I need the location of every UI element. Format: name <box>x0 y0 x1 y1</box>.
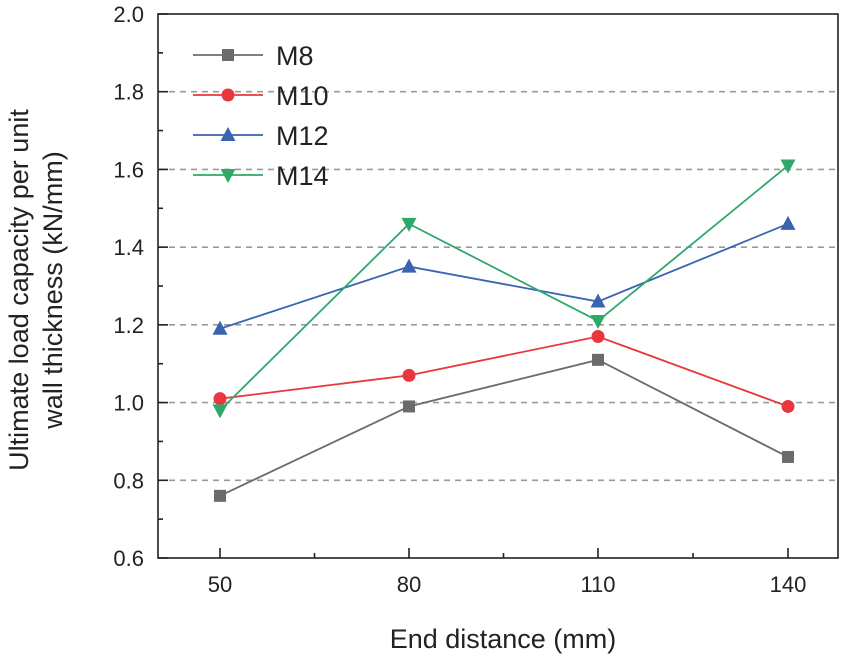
legend-label-m8: M8 <box>276 41 314 71</box>
series-group <box>212 159 796 502</box>
data-point-m14 <box>401 217 417 232</box>
data-point-m10 <box>402 368 416 382</box>
x-tick-label: 110 <box>580 572 615 597</box>
data-point-m14 <box>212 404 228 419</box>
y-tick-label: 1.8 <box>113 80 144 105</box>
data-point-m8 <box>214 489 226 502</box>
y-tick-label: 1.6 <box>113 157 144 182</box>
series-m12 <box>212 215 796 335</box>
y-tick-label: 1.0 <box>113 391 144 416</box>
y-tick-label: 0.8 <box>113 468 144 493</box>
ticks: 0.6 0.8 1.0 1.2 1.4 1.6 1.8 2.0 50 80 110 140 <box>113 2 806 597</box>
series-line-m10 <box>219 335 789 408</box>
data-point-m8 <box>592 353 604 366</box>
y-tick-label: 2.0 <box>113 2 144 27</box>
data-point-m12 <box>590 293 606 308</box>
legend-marker-m12 <box>220 127 236 141</box>
series-line-m14 <box>219 164 789 411</box>
grid-lines <box>158 90 838 482</box>
series-line-m8 <box>219 358 789 497</box>
data-point-m8 <box>403 400 415 413</box>
data-point-m14 <box>780 159 796 174</box>
data-point-m10 <box>213 392 227 406</box>
series-m14 <box>212 159 796 419</box>
data-point-m12 <box>780 215 796 230</box>
data-point-m12 <box>212 320 228 335</box>
y-tick-label: 1.2 <box>113 313 144 338</box>
series-line-m12 <box>219 222 789 330</box>
x-tick-label: 80 <box>397 572 421 597</box>
legend-item-m12: M12 <box>193 121 329 151</box>
y-tick-label: 1.4 <box>113 235 144 260</box>
data-point-m10 <box>781 399 795 413</box>
legend-item-m14: M14 <box>193 161 329 191</box>
x-tick-label: 140 <box>770 572 807 597</box>
y-tick-label: 0.6 <box>113 546 144 571</box>
series-m10 <box>213 330 795 413</box>
data-point-m10 <box>591 330 605 344</box>
data-point-m12 <box>401 258 417 273</box>
legend-marker-m8 <box>222 49 234 61</box>
x-tick-label: 50 <box>208 572 232 597</box>
data-point-m8 <box>782 450 794 463</box>
legend-label-m14: M14 <box>276 161 329 191</box>
series-m8 <box>214 353 794 502</box>
legend-marker-m14 <box>220 169 236 183</box>
y-axis-label-line2: wall thickness (kN/mm) <box>38 151 68 430</box>
legend-label-m12: M12 <box>276 121 329 151</box>
x-axis-label: End distance (mm) <box>390 624 617 654</box>
legend-item-m8: M8 <box>193 41 314 71</box>
legend: M8 M10 M12 M14 <box>193 41 329 191</box>
y-axis-label-line1: Ultimate load capacity per unit <box>4 109 34 471</box>
legend-item-m10: M10 <box>193 81 329 111</box>
legend-label-m10: M10 <box>276 81 329 111</box>
data-point-m14 <box>590 314 606 329</box>
legend-marker-m10 <box>221 88 235 102</box>
